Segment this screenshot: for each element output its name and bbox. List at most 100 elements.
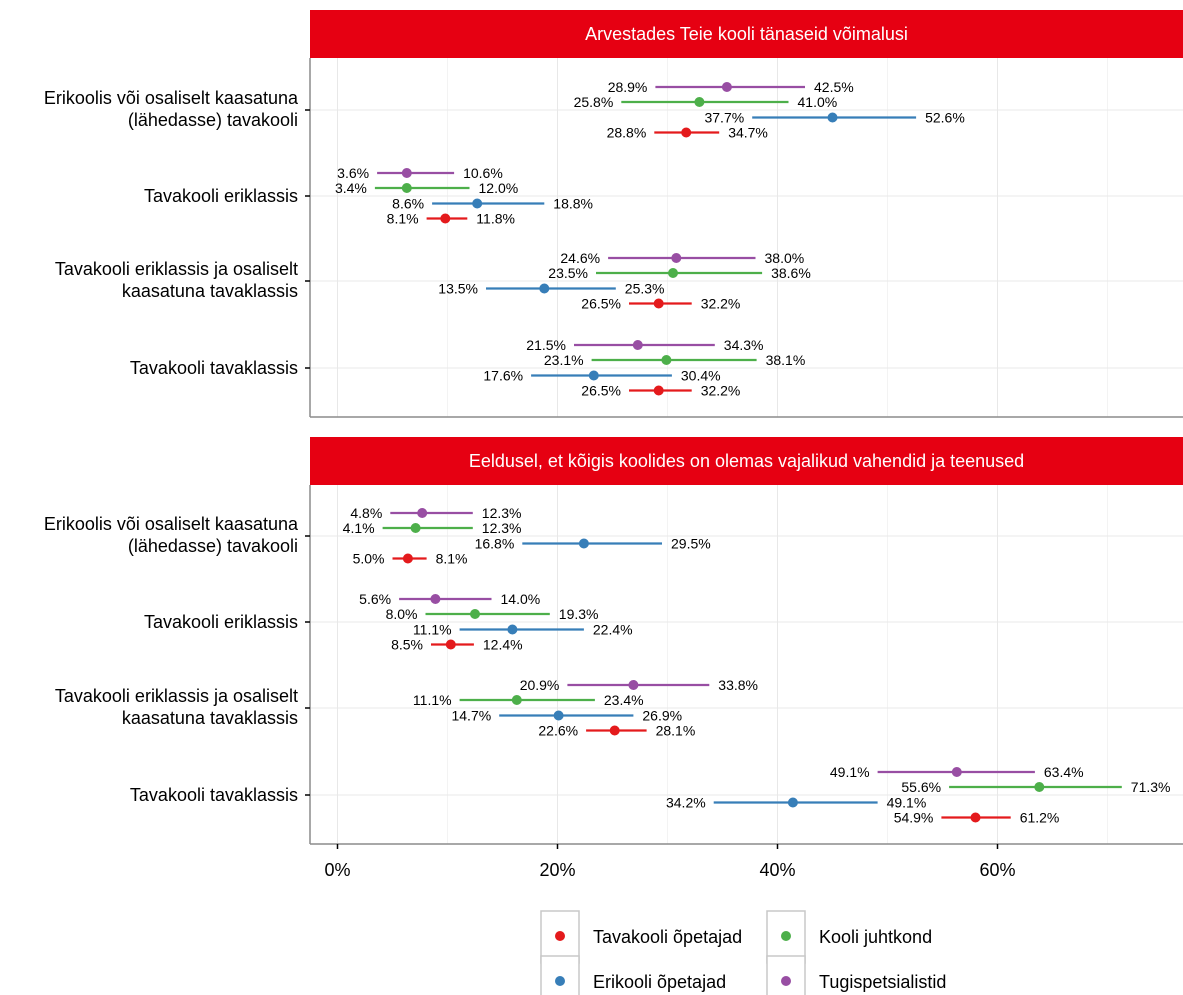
point-marker (671, 253, 682, 263)
y-tick-label: Tavakooli tavaklassis (130, 358, 298, 378)
point-marker (970, 812, 981, 823)
point-marker (578, 538, 589, 549)
high-value-label: 63.4% (1044, 764, 1084, 780)
facet-panel-2: Eeldusel, et kõigis koolides on olemas v… (44, 437, 1183, 845)
low-value-label: 25.8% (574, 94, 614, 110)
high-value-label: 32.2% (701, 296, 741, 312)
y-tick-label: Erikoolis või osaliselt kaasatuna (44, 514, 299, 534)
point-marker (417, 508, 428, 518)
plot-area (310, 485, 1183, 844)
point-marker (1034, 782, 1045, 792)
y-tick-label: Tavakooli eriklassis (144, 612, 298, 632)
legend-label: Tugispetsialistid (819, 972, 946, 992)
low-value-label: 20.9% (520, 677, 560, 693)
point-marker (511, 695, 522, 705)
y-tick-label: Tavakooli eriklassis ja osaliselt (55, 259, 298, 279)
legend-label: Tavakooli õpetajad (593, 927, 742, 947)
high-value-label: 12.3% (482, 505, 522, 521)
facet-title: Arvestades Teie kooli tänaseid võimalusi (585, 24, 908, 44)
point-marker (401, 168, 412, 178)
high-value-label: 25.3% (625, 281, 665, 297)
high-value-label: 30.4% (681, 368, 721, 384)
high-value-label: 38.1% (766, 352, 806, 368)
legend-marker (555, 931, 565, 941)
high-value-label: 32.2% (701, 383, 741, 399)
point-marker (661, 355, 672, 365)
point-marker (628, 680, 639, 690)
high-value-label: 49.1% (887, 795, 927, 811)
low-value-label: 26.5% (581, 296, 621, 312)
point-marker (787, 797, 798, 808)
low-value-label: 5.6% (359, 591, 391, 607)
facet-strip (310, 437, 1183, 485)
legend-key (766, 955, 806, 995)
point-marker (721, 82, 732, 92)
y-tick-label: kaasatuna tavaklassis (122, 708, 298, 728)
high-value-label: 61.2% (1020, 810, 1060, 826)
point-marker (410, 523, 421, 533)
high-value-label: 11.8% (476, 211, 515, 227)
low-value-label: 5.0% (353, 551, 385, 567)
x-tick-label: 40% (759, 860, 795, 880)
point-marker (430, 594, 441, 604)
low-value-label: 3.6% (337, 165, 369, 181)
point-marker (553, 710, 564, 721)
point-marker (609, 725, 620, 736)
point-marker (402, 553, 413, 564)
high-value-label: 38.0% (765, 250, 805, 266)
low-value-label: 8.1% (387, 211, 419, 227)
high-value-label: 42.5% (814, 79, 854, 95)
high-value-label: 34.7% (728, 125, 768, 141)
high-value-label: 71.3% (1131, 779, 1171, 795)
low-value-label: 24.6% (560, 250, 600, 266)
low-value-label: 11.1% (413, 692, 452, 708)
point-marker (632, 340, 643, 350)
high-value-label: 34.3% (724, 337, 764, 353)
low-value-label: 37.7% (704, 110, 744, 126)
point-marker (668, 268, 678, 278)
point-marker (539, 283, 550, 294)
high-value-label: 8.1% (436, 551, 468, 567)
legend: Tavakooli õpetajad Kooli juhtkond Erikooli… (540, 910, 946, 995)
low-value-label: 26.5% (581, 383, 621, 399)
low-value-label: 4.1% (343, 520, 375, 536)
point-marker (472, 198, 483, 209)
point-marker (653, 298, 664, 309)
y-tick-label: Tavakooli eriklassis (144, 186, 298, 206)
facet-panel-1: Arvestades Teie kooli tänaseid võimalusi… (44, 10, 1183, 418)
low-value-label: 28.9% (608, 79, 648, 95)
y-tick-label: Tavakooli eriklassis ja osaliselt (55, 686, 298, 706)
low-value-label: 22.6% (538, 723, 578, 739)
low-value-label: 8.0% (386, 606, 418, 622)
x-tick-label: 0% (324, 860, 350, 880)
point-marker (653, 385, 664, 396)
legend-label: Kooli juhtkond (819, 927, 932, 947)
y-tick-label: Tavakooli tavaklassis (130, 785, 298, 805)
low-value-label: 16.8% (475, 536, 515, 552)
plot-area (310, 58, 1183, 417)
high-value-label: 41.0% (798, 94, 838, 110)
low-value-label: 34.2% (666, 795, 706, 811)
low-value-label: 8.5% (391, 637, 423, 653)
low-value-label: 55.6% (901, 779, 941, 795)
high-value-label: 23.4% (604, 692, 644, 708)
high-value-label: 10.6% (463, 165, 503, 181)
low-value-label: 23.5% (548, 265, 588, 281)
facet-strip (310, 10, 1183, 58)
low-value-label: 28.8% (607, 125, 647, 141)
legend-key (540, 955, 580, 995)
low-value-label: 4.8% (350, 505, 382, 521)
high-value-label: 52.6% (925, 110, 965, 126)
high-value-label: 38.6% (771, 265, 811, 281)
legend-label: Erikooli õpetajad (593, 972, 726, 992)
legend-marker (781, 976, 791, 986)
point-marker (827, 112, 838, 123)
high-value-label: 12.3% (482, 520, 522, 536)
high-value-label: 33.8% (718, 677, 758, 693)
high-value-label: 19.3% (559, 606, 599, 622)
point-marker (440, 213, 451, 224)
low-value-label: 8.6% (392, 196, 424, 212)
point-marker (445, 639, 456, 650)
low-value-label: 23.1% (544, 352, 584, 368)
high-value-label: 18.8% (553, 196, 593, 212)
